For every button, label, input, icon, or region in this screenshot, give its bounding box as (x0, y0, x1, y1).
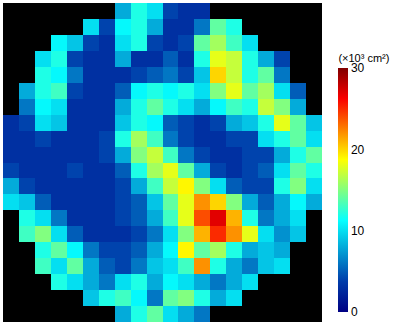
svg-text:0: 0 (351, 305, 358, 319)
svg-text:(×10³ cm²): (×10³ cm²) (338, 52, 389, 64)
svg-text:30: 30 (351, 61, 365, 75)
svg-text:10: 10 (351, 224, 365, 238)
svg-text:20: 20 (351, 143, 365, 157)
